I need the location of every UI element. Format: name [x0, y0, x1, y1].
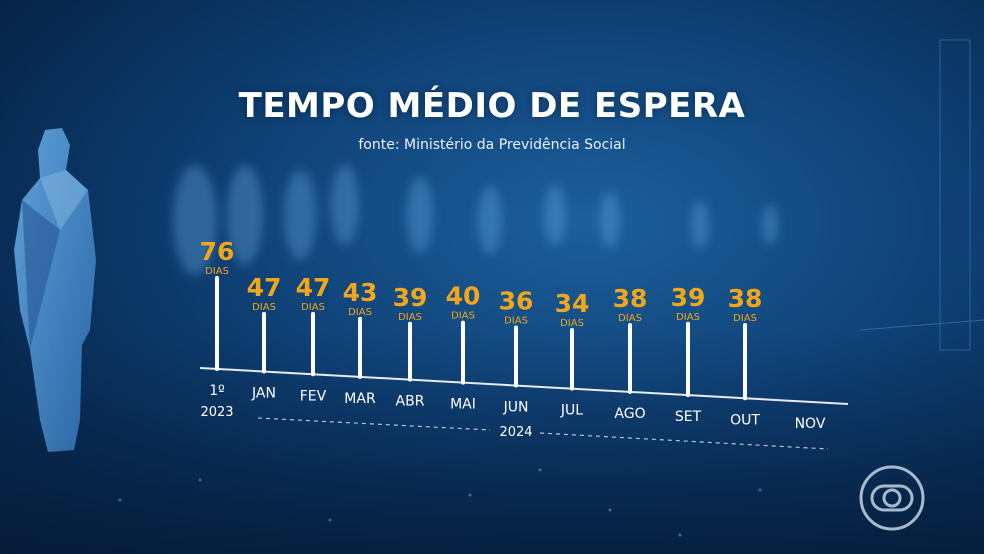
value-label: 76	[200, 237, 235, 266]
tick-label: MAR	[344, 391, 376, 407]
year-bracket-left	[257, 417, 491, 431]
tick-label: SET	[675, 409, 702, 425]
value-label: 39	[671, 283, 706, 312]
value-label: 38	[728, 284, 763, 313]
year-bracket-right	[539, 432, 829, 450]
person-figure-icon	[14, 128, 96, 452]
tick-label: OUT	[730, 412, 760, 428]
value-label: 40	[446, 282, 481, 311]
value-label: 38	[613, 284, 648, 313]
tick-label: ABR	[396, 394, 425, 410]
unit-label: DIAS	[205, 266, 229, 277]
tick-label: MAI	[450, 397, 476, 413]
value-label: 36	[499, 287, 534, 316]
chart-source: fonte: Ministério da Previdência Social	[358, 137, 626, 153]
value-label: 47	[247, 273, 282, 302]
tick-label: JUN	[503, 400, 529, 416]
unit-label: DIAS	[252, 302, 276, 313]
tick-label: JAN	[251, 386, 276, 402]
year-group-label: 2024	[499, 425, 532, 440]
tick-label: JUL	[560, 403, 583, 419]
unit-label: DIAS	[733, 313, 757, 324]
tick-label: NOV	[795, 416, 826, 432]
chart-title: TEMPO MÉDIO DE ESPERA	[238, 86, 746, 126]
unit-label: DIAS	[618, 313, 642, 324]
value-label: 47	[296, 273, 331, 302]
x-axis-line	[199, 367, 849, 405]
unit-label: DIAS	[398, 312, 422, 323]
unit-label: DIAS	[676, 312, 700, 323]
tick-label: FEV	[300, 388, 327, 404]
tick-label: AGO	[614, 406, 645, 422]
year-sublabel: 2023	[200, 405, 233, 420]
unit-label: DIAS	[348, 307, 372, 318]
value-label: 43	[343, 278, 378, 307]
unit-label: DIAS	[560, 318, 584, 329]
unit-label: DIAS	[451, 311, 475, 322]
unit-label: DIAS	[504, 316, 528, 327]
globo-logo-icon	[859, 465, 925, 531]
value-label: 39	[393, 283, 428, 312]
value-label: 34	[555, 289, 590, 318]
tick-label: 1º	[209, 383, 225, 399]
unit-label: DIAS	[301, 302, 325, 313]
